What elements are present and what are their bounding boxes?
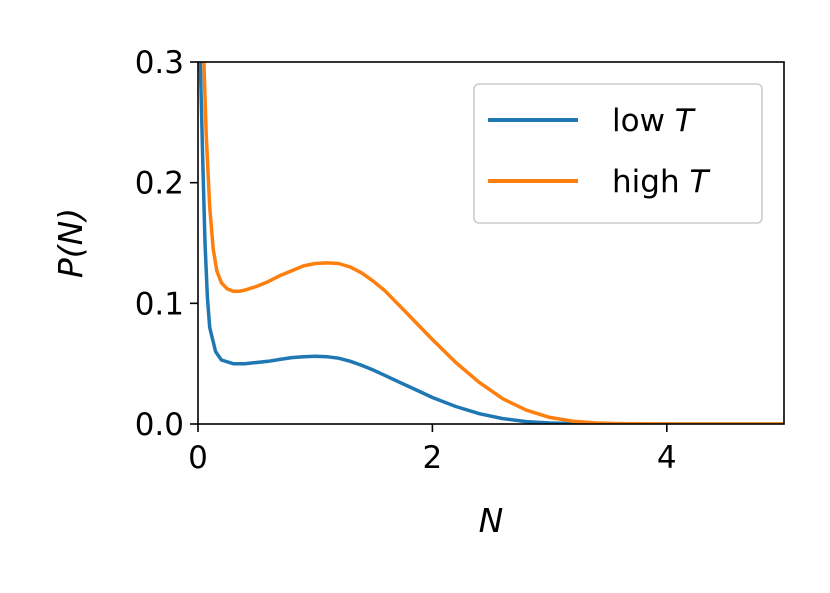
- y-tick-label: 0.1: [135, 286, 184, 322]
- series-line-high-t: [202, 62, 784, 424]
- series-layer: [198, 62, 784, 424]
- y-tick-label: 0.0: [135, 407, 184, 443]
- x-tick-label: 0: [188, 440, 208, 476]
- legend: low T high T: [473, 83, 763, 224]
- series-line-low-t: [198, 62, 784, 424]
- x-tick-label: 4: [657, 440, 677, 476]
- legend-label-high-t: high T: [612, 164, 710, 200]
- y-axis-label: P(N): [51, 208, 90, 278]
- legend-label-high-t-prefix: high: [612, 164, 689, 200]
- legend-label-low-t-symbol: T: [675, 103, 696, 139]
- legend-label-low-t-prefix: low: [612, 103, 675, 139]
- plot-frame: [197, 61, 785, 425]
- x-axis-label: N: [479, 501, 504, 540]
- y-axis-ticks: 0.0 0.1 0.2 0.3: [135, 45, 198, 443]
- legend-label-low-t: low T: [612, 103, 696, 139]
- y-tick-label: 0.3: [135, 45, 184, 81]
- x-axis-ticks: 0 2 4: [188, 424, 677, 476]
- x-tick-label: 2: [423, 440, 443, 476]
- y-tick-label: 0.2: [135, 166, 184, 202]
- legend-label-high-t-symbol: T: [689, 164, 710, 200]
